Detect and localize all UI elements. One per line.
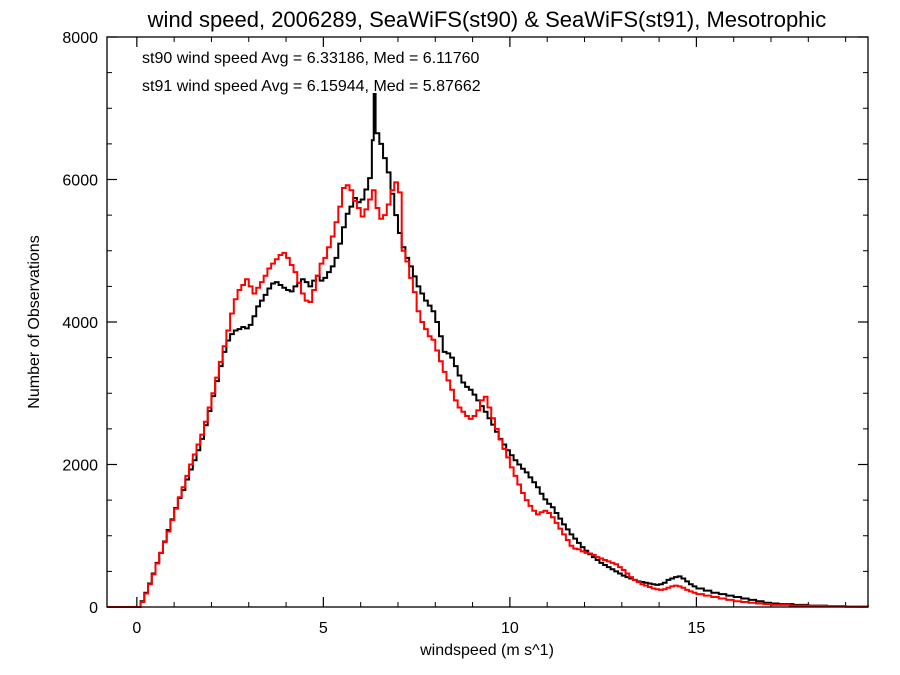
y-tick-label: 4000	[62, 315, 98, 332]
series-line-st90	[107, 93, 869, 608]
x-tick-label: 0	[132, 620, 141, 637]
series-layer	[107, 93, 869, 608]
plot-frame	[106, 36, 869, 608]
y-tick-label: 6000	[62, 173, 98, 190]
series-line-st91	[107, 181, 869, 608]
tick-labels: 0 5 10 15 0 2000 4000 6000 8000	[62, 30, 705, 637]
y-tick-label: 8000	[62, 30, 98, 47]
chart-title: wind speed, 2006289, SeaWiFS(st90) & Sea…	[147, 7, 827, 32]
x-tick-label: 10	[501, 620, 519, 637]
legend-entry-st90: st90 wind speed Avg = 6.33186, Med = 6.1…	[142, 50, 480, 67]
x-tick-label: 15	[688, 620, 706, 637]
y-tick-label: 0	[89, 600, 98, 617]
y-axis-label: Number of Observations	[26, 235, 43, 408]
legend-entry-st91: st91 wind speed Avg = 6.15944, Med = 5.8…	[142, 78, 481, 95]
axis-ticks	[107, 36, 868, 608]
x-tick-label: 5	[319, 620, 328, 637]
y-tick-label: 2000	[62, 458, 98, 475]
x-axis-label: windspeed (m s^1)	[419, 642, 554, 659]
